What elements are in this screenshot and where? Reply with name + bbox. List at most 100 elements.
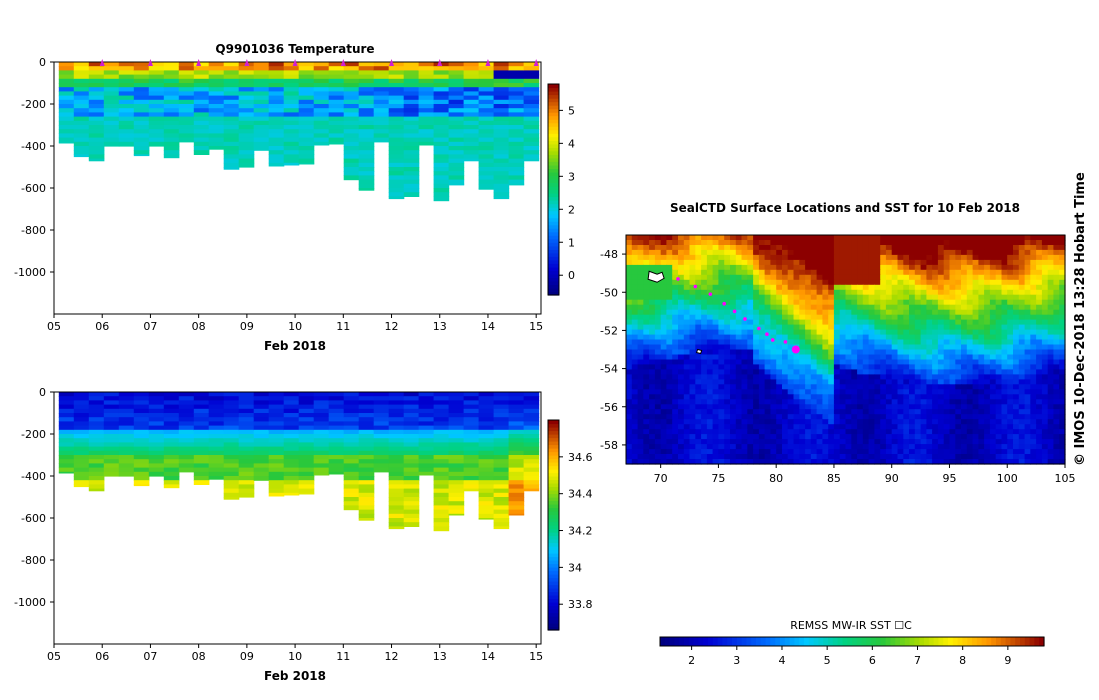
sst-cell: [672, 329, 679, 336]
sst-cell: [787, 399, 795, 405]
sst-cell: [718, 319, 725, 326]
sst-cell: [654, 364, 662, 370]
section-cell: [193, 429, 210, 435]
sst-cell: [966, 319, 974, 326]
sst-cell: [966, 409, 974, 415]
sst-cell: [1053, 245, 1060, 251]
sst-cell: [799, 359, 806, 366]
sst-cell: [637, 389, 644, 395]
section-cell: [253, 438, 270, 443]
sst-cell: [660, 404, 668, 410]
sst-cell: [943, 249, 951, 256]
sst-cell: [1001, 369, 1008, 375]
sst-cell: [932, 429, 939, 435]
sst-cell: [735, 240, 743, 246]
section-cell: [178, 425, 195, 431]
sst-cell: [897, 364, 904, 370]
sst-cell: [1041, 344, 1049, 351]
sst-cell: [637, 254, 644, 261]
sst-cell: [701, 379, 708, 385]
sst-cell: [1036, 404, 1043, 410]
sst-cell: [1041, 434, 1049, 440]
section-cell: [268, 146, 285, 151]
sst-cell: [741, 354, 748, 361]
section-cell: [358, 505, 375, 511]
sst-cell: [753, 245, 760, 251]
sst-cell: [937, 359, 945, 366]
sst-cell: [689, 379, 696, 385]
sst-cell: [649, 374, 656, 380]
sst-cell: [1030, 299, 1037, 306]
sst-cell: [822, 399, 829, 405]
sst-cell: [1013, 409, 1020, 415]
sst-cell: [897, 374, 904, 380]
sst-cell: [897, 289, 904, 296]
sst-cell: [1018, 429, 1026, 435]
sst-cell: [822, 245, 829, 251]
sst-cell: [932, 314, 939, 321]
sst-cell: [683, 314, 691, 321]
section-cell: [193, 455, 210, 460]
section-cell: [208, 99, 225, 105]
section-cell: [313, 413, 330, 418]
sst-cell: [787, 339, 795, 346]
sst-cell: [1013, 424, 1020, 430]
sst-cell: [961, 394, 968, 400]
section-cell: [493, 133, 510, 139]
sst-cell: [758, 364, 766, 370]
section-cell: [208, 104, 225, 109]
section-cell: [73, 78, 90, 84]
section-cell: [208, 425, 225, 431]
section-cell: [388, 459, 405, 464]
sst-cell: [955, 439, 962, 445]
section-cell: [508, 183, 525, 186]
sst-cell: [782, 359, 789, 366]
sst-cell: [1047, 364, 1055, 370]
sst-cell: [995, 409, 1003, 415]
section-cell: [358, 179, 375, 185]
sst-cell: [678, 245, 685, 251]
sst-cell: [961, 274, 968, 281]
sst-cell: [1018, 294, 1026, 301]
sst-cell: [909, 274, 916, 281]
section-cell: [148, 108, 165, 113]
sst-cell: [897, 329, 904, 336]
sst-cell: [1053, 389, 1060, 395]
sst-cell: [1007, 264, 1014, 271]
sst-cell: [793, 304, 800, 311]
section-cell: [163, 74, 180, 80]
sst-cell: [989, 284, 997, 291]
sst-cell: [1036, 294, 1043, 301]
section-cell: [358, 425, 375, 431]
section-cell: [268, 154, 285, 160]
sst-cell: [1030, 409, 1037, 415]
sst-cell: [885, 245, 893, 251]
colorbar-segment: [548, 273, 559, 278]
sst-cell: [805, 429, 812, 435]
sst-cell: [880, 419, 887, 425]
sst-cell: [833, 264, 841, 271]
sst-cell: [984, 409, 991, 415]
sst-cell: [1030, 294, 1037, 301]
sst-cell: [1053, 369, 1060, 375]
section-cell: [283, 417, 300, 422]
section-cell: [118, 396, 135, 401]
section-cell: [283, 137, 300, 143]
sst-cell: [666, 384, 673, 390]
section-cell: [463, 484, 480, 490]
sst-cell: [943, 414, 951, 420]
colorbar-segment: [548, 525, 559, 530]
sst-cell: [885, 289, 893, 296]
sst-cell: [914, 299, 922, 306]
sst-cell: [649, 334, 656, 341]
x-tick-label: 08: [192, 320, 206, 333]
section-cell: [328, 471, 345, 475]
section-cell: [283, 408, 300, 414]
section-cell: [478, 70, 495, 76]
sst-cell: [1018, 369, 1026, 375]
section-cell: [103, 133, 120, 139]
sst-cell: [1030, 324, 1037, 331]
section-cell: [223, 421, 240, 427]
sst-cell: [1036, 284, 1043, 291]
sst-cell: [926, 424, 933, 430]
